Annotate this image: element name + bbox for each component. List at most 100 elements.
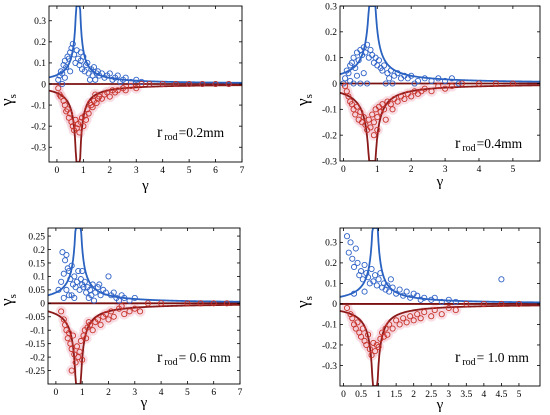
- data-point: [421, 85, 428, 92]
- x-axis-label: γ: [140, 395, 148, 411]
- data-point: [131, 294, 138, 301]
- panel-3: 0 1 2 3 4 5 6 7 0.25 0.2 0.15 0.1 0.05 0 -0.05 -0.1 -0.1…: [0, 227, 243, 411]
- data-point: [76, 61, 83, 69]
- data-point: [80, 53, 87, 60]
- x-tick-label: 7: [238, 388, 243, 398]
- data-point: [144, 300, 151, 307]
- data-point: [61, 74, 68, 81]
- data-point: [353, 103, 360, 110]
- data-point: [348, 59, 355, 66]
- data-point: [369, 111, 376, 118]
- data-point: [348, 101, 355, 108]
- data-point: [71, 51, 78, 58]
- y-tick-label: 0.05: [28, 286, 45, 296]
- data-point: [375, 276, 382, 283]
- data-point: [393, 317, 400, 324]
- data-point: [365, 116, 372, 123]
- rod-annotation-sub: rod: [462, 357, 475, 368]
- data-point: [352, 245, 359, 252]
- data-point: [72, 116, 79, 123]
- data-point: [90, 64, 97, 71]
- y-tick-label: 0: [40, 300, 45, 310]
- data-point: [428, 313, 435, 320]
- rod-annotation-main: r: [455, 135, 461, 152]
- data-point: [352, 325, 359, 332]
- x-tick-label: 3.5: [460, 390, 472, 400]
- data-point: [67, 340, 74, 347]
- data-point: [82, 116, 90, 123]
- data-point: [498, 276, 505, 283]
- y-tick-label: -0.1: [322, 106, 337, 116]
- x-tick-label: 4: [160, 166, 165, 176]
- data-point: [386, 288, 393, 295]
- y-axis-label-sub: s: [303, 94, 315, 98]
- data-point: [84, 59, 91, 66]
- data-point: [428, 88, 435, 95]
- data-point: [93, 99, 100, 107]
- y-tick-label: -0.2: [30, 353, 45, 363]
- data-point: [79, 267, 86, 275]
- rod-annotation-main: r: [157, 349, 163, 366]
- y-tick-label: -0.3: [31, 144, 46, 154]
- x-axis-label: γ: [436, 174, 444, 190]
- data-point: [368, 265, 375, 273]
- x-tick-label: 4: [477, 165, 482, 175]
- data-point: [121, 294, 128, 301]
- y-tick-label: -0.1: [31, 101, 46, 111]
- y-axis-label: γs: [293, 296, 315, 309]
- data-point: [62, 321, 69, 328]
- data-point: [212, 80, 219, 88]
- x-tick-label: 5: [511, 165, 516, 175]
- data-point: [63, 64, 70, 71]
- data-point: [98, 70, 105, 77]
- data-point: [403, 319, 410, 326]
- y-tick-label: -0.2: [31, 122, 46, 132]
- y-tick-label: -0.15: [25, 340, 45, 350]
- y-axis-label-sub: s: [7, 94, 19, 98]
- data-point: [445, 296, 452, 303]
- data-point: [442, 77, 449, 84]
- data-point: [225, 80, 232, 88]
- series-1: [340, 41, 462, 87]
- data-point: [421, 75, 428, 82]
- data-point: [428, 77, 435, 84]
- y-tick-label: -0.2: [322, 341, 337, 351]
- data-point: [68, 262, 75, 269]
- data-point: [401, 95, 408, 103]
- data-point: [421, 294, 428, 301]
- fit-curve-1: [48, 228, 240, 303]
- data-point: [83, 335, 90, 342]
- x-tick-label: 0: [341, 165, 346, 175]
- data-point: [389, 284, 396, 291]
- data-point: [172, 80, 179, 88]
- data-point: [352, 111, 359, 118]
- data-point: [364, 41, 371, 48]
- y-tick-label: -0.25: [25, 367, 45, 377]
- data-point: [509, 80, 516, 87]
- data-point: [81, 278, 88, 285]
- data-point: [98, 95, 105, 102]
- y-axis-label: γs: [293, 94, 315, 107]
- rod-annotation: r rod= 1.0 mm: [455, 349, 529, 368]
- data-point: [438, 298, 445, 305]
- data-point: [354, 259, 361, 266]
- data-point: [367, 46, 374, 53]
- x-axis-label: γ: [436, 397, 444, 413]
- data-point: [138, 80, 145, 88]
- data-point: [350, 263, 358, 271]
- data-point: [63, 286, 70, 293]
- data-point: [65, 55, 72, 62]
- x-tick-label: 5: [187, 166, 192, 176]
- rod-annotation-value: =0.4mm: [477, 136, 523, 151]
- series-1: [55, 249, 138, 304]
- series-1: [55, 40, 232, 88]
- glow-layer: [340, 80, 458, 141]
- data-point: [127, 83, 135, 90]
- y-tick-label: 0: [41, 80, 46, 90]
- data-point: [410, 317, 417, 324]
- rod-annotation-main: r: [455, 349, 461, 366]
- rod-annotation-sub: rod: [164, 132, 177, 143]
- data-point: [60, 97, 67, 104]
- data-point: [64, 335, 71, 342]
- data-point: [122, 87, 129, 94]
